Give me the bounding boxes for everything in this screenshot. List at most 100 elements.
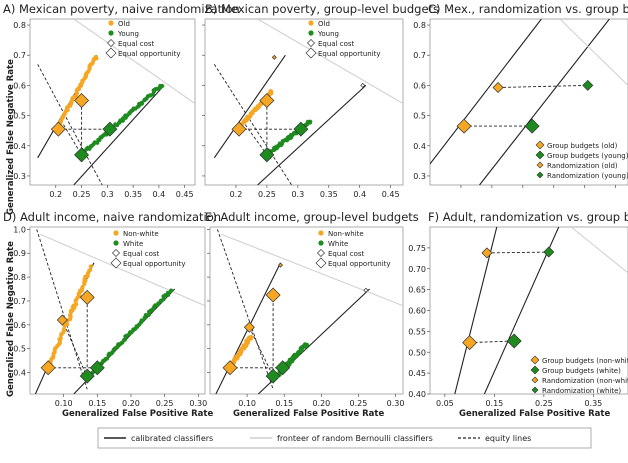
panel-f-frontier-line-2 bbox=[570, 227, 628, 274]
panel-d-point-white bbox=[105, 356, 110, 361]
panel-d-plot bbox=[34, 229, 205, 394]
panel-e: E) Adult income, group-level budgets 0.10… bbox=[205, 210, 419, 408]
panel-a-legend-label: Young bbox=[117, 30, 139, 38]
panel-e-point-non-white bbox=[248, 335, 253, 340]
panel-f-xtick-label: 0.05 bbox=[436, 399, 454, 408]
panel-c-legend-label: Randomization (old) bbox=[547, 162, 618, 170]
panel-a-point-young bbox=[139, 100, 144, 105]
panel-d-ytick-label: 0.8 bbox=[13, 273, 26, 282]
panel-a-legend-swatch bbox=[108, 30, 114, 36]
panel-a-dashed-line-3 bbox=[37, 64, 103, 185]
panel-c-marker-2 bbox=[492, 82, 504, 94]
legend-equity-label: equity lines bbox=[485, 434, 531, 443]
panel-f-legend-label: Randomization (white) bbox=[542, 387, 621, 395]
panel-a-ytick-label: 0.6 bbox=[13, 81, 26, 90]
panel-f-xtick-label: 0.25 bbox=[535, 399, 553, 408]
panel-e-marker-6 bbox=[363, 287, 369, 293]
panel-d-point-white bbox=[161, 297, 166, 302]
panel-f-marker-1 bbox=[506, 333, 522, 349]
panel-e-marker-4 bbox=[275, 360, 291, 376]
panel-d-marker-2 bbox=[79, 368, 95, 384]
panel-d-xtick-label: 0.20 bbox=[122, 399, 140, 408]
panel-b-frontier-line-2 bbox=[257, 19, 403, 104]
panel-e-marker-3 bbox=[265, 368, 281, 384]
panel-a-marker-2 bbox=[74, 147, 90, 163]
panel-a-ytick-label: 0.3 bbox=[13, 172, 26, 181]
panel-f-legend-label: Group budgets (white) bbox=[542, 367, 621, 375]
panel-d-ytick-label: 0.5 bbox=[13, 345, 26, 354]
panel-e-xtick-label: 0.30 bbox=[387, 399, 405, 408]
panel-e-marker-0 bbox=[222, 360, 238, 376]
panel-b-legend-label: Equal cost bbox=[318, 40, 355, 48]
panel-e-legend-swatch bbox=[315, 257, 327, 269]
panel-a-solid-line-1 bbox=[73, 85, 165, 185]
panel-a-xtick-label: 0.45 bbox=[176, 190, 194, 199]
panel-b-legend-swatch bbox=[308, 30, 314, 36]
panel-b-plot bbox=[213, 19, 403, 185]
panel-c-ytick-label: 0.3 bbox=[413, 172, 426, 181]
panel-e-legend-label: Equal cost bbox=[328, 250, 365, 258]
panel-d-legend-swatch bbox=[112, 249, 120, 257]
panel-a-dashed-line-5 bbox=[63, 124, 82, 156]
panel-f-ytick-label: 0.65 bbox=[408, 286, 426, 295]
panel-b-legend-swatch bbox=[305, 47, 317, 59]
panel-b-marker-4 bbox=[271, 54, 277, 60]
panel-e-marker-2 bbox=[243, 321, 255, 333]
panel-d-legend-swatch bbox=[113, 240, 119, 246]
x-axis-label-right: Generalized False Positive Rate bbox=[459, 409, 610, 419]
panel-e-frontier-line-2 bbox=[220, 233, 403, 307]
panel-d-point-white bbox=[165, 290, 170, 295]
panel-a-title: A) Mexican poverty, naive randomization bbox=[3, 2, 240, 16]
panel-d-point-white bbox=[169, 288, 174, 293]
panel-a-marker-0 bbox=[50, 121, 66, 137]
panel-f-ytick-label: 0.55 bbox=[408, 327, 426, 336]
panel-d-xtick-label: 0.15 bbox=[88, 399, 106, 408]
panel-c-legend-label: Group budgets (old) bbox=[547, 142, 618, 150]
panel-f-legend-swatch bbox=[531, 386, 539, 394]
legend-calibrated-label: calibrated classifiers bbox=[131, 434, 213, 443]
panel-b-marker-3 bbox=[293, 121, 309, 137]
panel-c-frontier-line-2 bbox=[559, 19, 628, 86]
panel-b-legend-swatch bbox=[308, 20, 314, 26]
panel-c-legend-swatch bbox=[536, 161, 544, 169]
panel-d-marker-4 bbox=[56, 314, 68, 326]
panel-e-xtick-label: 0.25 bbox=[350, 399, 368, 408]
panel-a-xtick-label: 0.35 bbox=[124, 190, 142, 199]
panel-b-legend-swatch bbox=[307, 39, 315, 47]
panel-e-point-white bbox=[304, 342, 310, 347]
panel-e-legend-swatch bbox=[318, 230, 324, 236]
panel-b-xtick-label: 0.45 bbox=[382, 190, 400, 199]
panel-e-legend-label: White bbox=[328, 240, 348, 248]
panel-a-marker-3 bbox=[102, 121, 118, 137]
panel-c-legend: Group budgets (old) Group budgets (young)… bbox=[535, 140, 628, 180]
panel-f-ytick-label: 0.40 bbox=[408, 390, 426, 399]
panel-d-marker-0 bbox=[40, 360, 56, 376]
panel-f-ytick-label: 0.70 bbox=[408, 265, 426, 274]
panel-e-legend-label: Non-white bbox=[328, 230, 364, 238]
panel-d-point-non-white bbox=[61, 327, 66, 332]
panel-c-ytick-label: 0.4 bbox=[413, 142, 426, 151]
panel-b-legend-label: Old bbox=[318, 20, 330, 28]
panel-d-xtick-label: 0.25 bbox=[156, 399, 174, 408]
panel-a-marker-1 bbox=[74, 92, 90, 108]
panel-c-ytick-label: 0.6 bbox=[413, 81, 426, 90]
panel-f-legend-label: Randomization (non-white) bbox=[542, 377, 628, 385]
panel-a-ytick-label: 0.7 bbox=[13, 51, 26, 60]
panel-d-point-white bbox=[140, 318, 145, 323]
panel-d-marker-1 bbox=[79, 289, 95, 305]
panel-d-ytick-label: 0.7 bbox=[13, 297, 26, 306]
panel-b-xtick-label: 0.3 bbox=[291, 190, 304, 199]
panel-b-dashed-line-5 bbox=[244, 124, 268, 156]
panel-f-legend-label: Group budgets (non-white) bbox=[542, 357, 628, 365]
panel-a-point-young bbox=[160, 83, 165, 89]
panel-d-legend-swatch bbox=[113, 230, 119, 236]
panel-f-ytick-label: 0.45 bbox=[408, 369, 426, 378]
panel-c-solid-line-0 bbox=[430, 19, 542, 165]
y-axis-label-top: Generalized False Negative Rate bbox=[6, 59, 16, 215]
x-axis-label-mid: Generalized False Positive Rate bbox=[233, 409, 384, 419]
panel-f-legend-swatch bbox=[530, 365, 540, 375]
panel-b-xtick-label: 0.35 bbox=[320, 190, 338, 199]
panel-e-xtick-label: 0.10 bbox=[238, 399, 256, 408]
panel-b-frame bbox=[204, 18, 404, 186]
